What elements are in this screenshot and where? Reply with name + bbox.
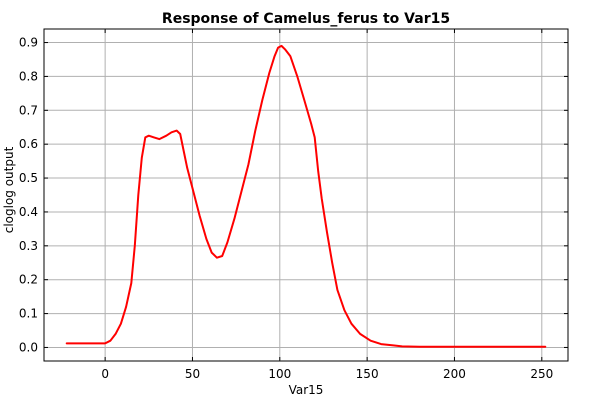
y-tick-labels: 0.0 0.1 0.2 0.3 0.4 0.5 0.6 0.7 0.8 0.9 — [19, 36, 38, 355]
x-tick-label: 50 — [185, 367, 200, 381]
y-tick-label: 0.1 — [19, 307, 38, 321]
y-tick-label: 0.7 — [19, 103, 38, 117]
y-tick-label: 0.9 — [19, 36, 38, 50]
chart-title: Response of Camelus_ferus to Var15 — [162, 11, 450, 27]
y-axis-label: cloglog output — [2, 146, 16, 233]
x-tick-label: 150 — [356, 367, 379, 381]
x-tick-label: 0 — [101, 367, 109, 381]
y-tick-label: 0.5 — [19, 171, 38, 185]
axis-ticks — [44, 29, 568, 361]
y-tick-label: 0.0 — [19, 340, 38, 354]
x-tick-label: 250 — [530, 367, 553, 381]
x-tick-label: 200 — [443, 367, 466, 381]
series-layer — [65, 44, 547, 348]
y-tick-label: 0.4 — [19, 205, 38, 219]
x-tick-label: 100 — [268, 367, 291, 381]
x-tick-labels: 0 50 100 150 200 250 — [101, 367, 553, 381]
y-tick-label: 0.8 — [19, 69, 38, 83]
y-tick-label: 0.2 — [19, 273, 38, 287]
x-axis-label: Var15 — [289, 383, 324, 397]
grid-lines — [44, 29, 568, 361]
y-tick-label: 0.6 — [19, 137, 38, 151]
y-tick-label: 0.3 — [19, 239, 38, 253]
plot-area — [43, 28, 569, 362]
response-curve — [65, 44, 547, 348]
